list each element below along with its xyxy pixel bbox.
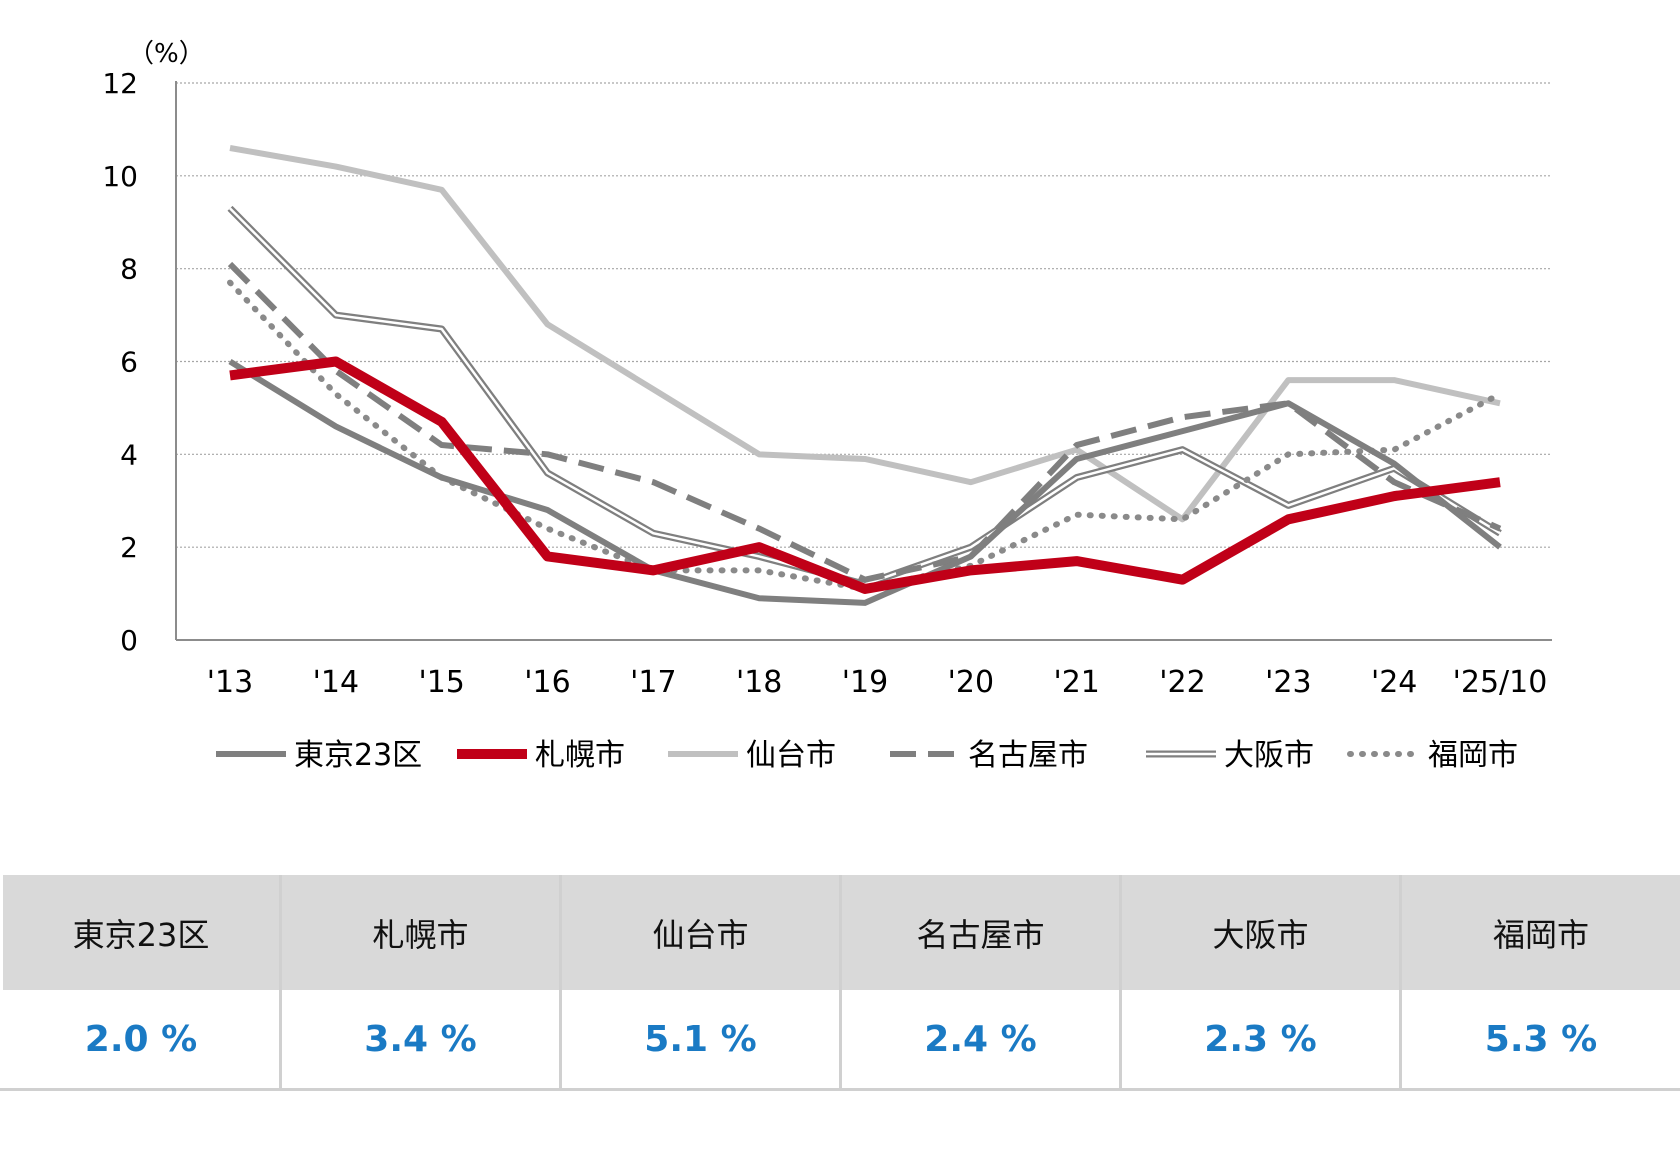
- table-header-cell: 東京23区: [3, 875, 279, 990]
- column-divider: [1399, 875, 1402, 1088]
- x-tick-label: '14: [313, 665, 359, 700]
- x-tick-label: '13: [207, 665, 253, 700]
- x-tick-label: '20: [948, 665, 994, 700]
- legend-label: 大阪市: [1224, 738, 1314, 773]
- y-tick-label: 8: [120, 253, 138, 286]
- legend-label: 名古屋市: [968, 738, 1088, 773]
- legend-label: 札幌市: [535, 738, 625, 773]
- y-tick-label: 4: [120, 438, 138, 471]
- table-value-row: 2.0 % 3.4 % 5.1 % 2.4 % 2.3 % 5.3 %: [0, 993, 1680, 1088]
- latest-values-table: 東京23区 札幌市 仙台市 名古屋市 大阪市 福岡市 2.0 % 3.4 % 5…: [0, 875, 1680, 1091]
- legend-label: 東京23区: [294, 738, 422, 773]
- table-value-cell: 2.4 %: [924, 1018, 1037, 1060]
- gridlines: [176, 82, 1552, 548]
- column-divider: [279, 875, 282, 1088]
- x-tick-label: '16: [524, 665, 570, 700]
- vacancy-rate-line-chart: 0 2 4 6 8 10 12 '13 '14 '15 '16 '17 '18 '19 '20 '21 '22…: [102, 39, 1552, 773]
- y-tick-label: 2: [120, 531, 138, 564]
- axes: [175, 81, 1552, 641]
- table-value-cell: 5.1 %: [644, 1018, 757, 1060]
- series-line-4: [227, 205, 1502, 588]
- table-value-cell: 3.4 %: [364, 1018, 477, 1060]
- column-divider: [1119, 875, 1122, 1088]
- y-tick-label: 6: [120, 346, 138, 379]
- x-tick-label: '25/10: [1453, 665, 1548, 700]
- y-tick-label: 12: [102, 67, 138, 100]
- table-header-cell: 福岡市: [1402, 875, 1680, 990]
- table-header-cell: 仙台市: [562, 875, 839, 990]
- x-tick-label: '15: [418, 665, 464, 700]
- table-header-row: 東京23区 札幌市 仙台市 名古屋市 大阪市 福岡市: [0, 875, 1680, 990]
- table-value-cell: 2.0 %: [84, 1018, 198, 1060]
- x-tick-label: '22: [1159, 665, 1205, 700]
- x-tick-label: '24: [1371, 665, 1417, 700]
- y-tick-label: 0: [120, 624, 138, 657]
- series-line-inner-4: [229, 207, 1501, 586]
- table-value-cell: 2.3 %: [1204, 1018, 1317, 1060]
- legend-label: 仙台市: [746, 738, 836, 773]
- table-value-cell: 5.3 %: [1484, 1018, 1598, 1060]
- y-unit-label: （%）: [128, 39, 205, 69]
- series-lines: [227, 145, 1503, 606]
- series-line-1: [229, 356, 1501, 594]
- table-header-cell: 名古屋市: [842, 875, 1119, 990]
- legend-label: 福岡市: [1428, 738, 1518, 773]
- x-tick-label: '18: [736, 665, 782, 700]
- series-line-3: [227, 261, 1502, 583]
- x-tick-labels: '13 '14 '15 '16 '17 '18 '19 '20 '21 '22 '23 '24 '25/…: [207, 665, 1548, 700]
- x-tick-label: '19: [842, 665, 888, 700]
- x-tick-label: '21: [1053, 665, 1099, 700]
- series-line-0: [228, 358, 1502, 606]
- series-line-2: [229, 145, 1501, 523]
- x-tick-label: '23: [1265, 665, 1311, 700]
- column-divider: [839, 875, 842, 1088]
- y-tick-label: 10: [102, 160, 138, 193]
- legend: 東京23区 札幌市 仙台市 名古屋市 大阪市 福岡市: [216, 738, 1518, 773]
- column-divider: [559, 875, 562, 1088]
- x-tick-label: '17: [630, 665, 676, 700]
- y-tick-labels: 0 2 4 6 8 10 12: [102, 67, 138, 657]
- table-header-cell: 札幌市: [282, 875, 559, 990]
- table-header-cell: 大阪市: [1122, 875, 1399, 990]
